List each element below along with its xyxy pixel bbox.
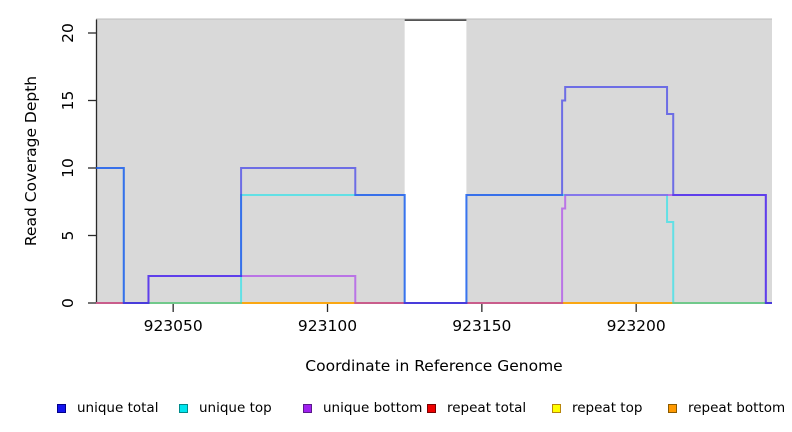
y-tick-label: 0 [59, 298, 77, 308]
plot-layers: 0 5 10 15 20 923050 923100 923150 923200 [59, 18, 772, 335]
legend-label: unique top [199, 400, 272, 416]
legend-swatch-unique-top-icon [179, 403, 188, 413]
plot-background-band [96, 19, 405, 304]
legend-label: repeat total [447, 400, 527, 416]
legend-label: unique total [77, 400, 159, 416]
y-axis-title: Read Coverage Depth [22, 76, 40, 246]
y-tick-label: 10 [59, 158, 77, 178]
x-tick-label: 923050 [144, 317, 203, 335]
x-tick-label: 923100 [298, 317, 357, 335]
plot-background-band [466, 19, 772, 304]
legend-swatch-unique-total-icon [57, 403, 66, 413]
legend-label: repeat top [572, 400, 643, 416]
legend-swatch-unique-bottom-icon [303, 403, 312, 413]
x-tick-label: 923200 [607, 317, 666, 335]
legend-label: repeat bottom [688, 400, 786, 416]
y-tick-label: 5 [59, 231, 77, 241]
legend: unique total unique top unique bottom repea… [0, 398, 792, 420]
legend-item-unique-top: unique top [179, 398, 272, 418]
legend-item-unique-total: unique total [57, 398, 158, 418]
legend-swatch-repeat-total-icon [427, 403, 436, 413]
series-line-unique-total [96, 86, 772, 304]
legend-swatch-repeat-bottom-icon [668, 403, 677, 413]
legend-item-repeat-top: repeat top [552, 398, 642, 418]
legend-item-repeat-bottom: repeat bottom [668, 398, 785, 418]
x-tick-label: 923150 [452, 317, 511, 335]
legend-label: unique bottom [323, 400, 423, 416]
legend-swatch-repeat-top-icon [552, 403, 561, 413]
legend-item-unique-bottom: unique bottom [303, 398, 422, 418]
x-axis-title: Coordinate in Reference Genome [305, 357, 562, 375]
y-tick-label: 15 [59, 91, 77, 111]
legend-item-repeat-total: repeat total [427, 398, 526, 418]
y-tick-label: 20 [59, 23, 77, 43]
